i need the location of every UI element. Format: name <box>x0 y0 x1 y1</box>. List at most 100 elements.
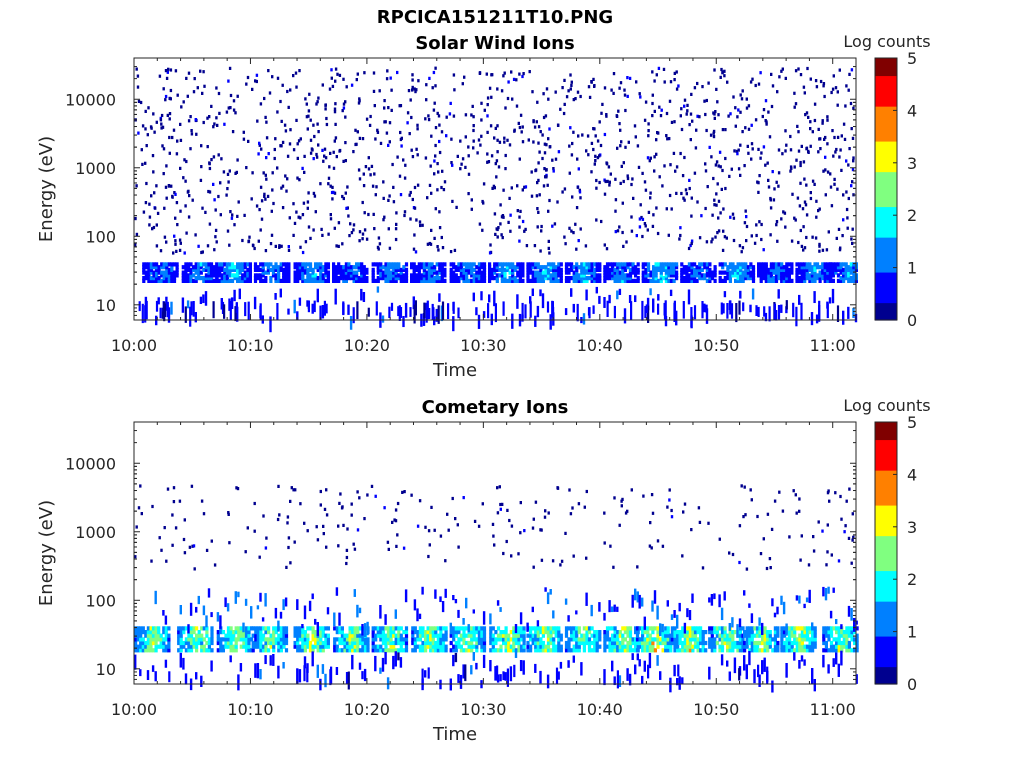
heatmap-cell <box>314 273 318 278</box>
heatmap-cell <box>204 265 208 270</box>
heatmap-cell <box>498 262 502 267</box>
heatmap-cell <box>195 648 199 653</box>
heatmap-cell <box>519 660 523 672</box>
heatmap-cell <box>536 276 540 281</box>
heatmap-cell <box>449 250 453 254</box>
heatmap-cell <box>559 262 563 267</box>
heatmap-cell <box>303 267 307 272</box>
heatmap-cell <box>144 640 148 646</box>
heatmap-cell <box>200 648 204 653</box>
heatmap-cell <box>357 168 361 172</box>
heatmap-cell <box>659 265 663 270</box>
heatmap-cell <box>509 644 513 649</box>
heatmap-cell <box>386 648 391 653</box>
heatmap-cell <box>155 244 159 248</box>
heatmap-cell <box>844 104 847 108</box>
heatmap-cell <box>449 262 453 267</box>
heatmap-cell <box>351 644 355 649</box>
heatmap-cell <box>333 110 337 114</box>
heatmap-cell <box>361 137 365 141</box>
heatmap-cell <box>438 278 442 283</box>
heatmap-cell <box>772 198 776 202</box>
heatmap-cell <box>784 225 787 229</box>
heatmap-cell <box>210 539 213 543</box>
heatmap-cell <box>254 79 257 83</box>
heatmap-cell <box>314 644 318 649</box>
heatmap-cell <box>613 633 617 638</box>
heatmap-cell <box>420 262 424 267</box>
heatmap-cell <box>394 519 398 523</box>
heatmap-cell <box>301 644 305 649</box>
heatmap-cell <box>847 536 851 540</box>
colorbar-segment <box>875 175 897 181</box>
heatmap-cell <box>606 300 609 317</box>
heatmap-cell <box>504 644 508 649</box>
heatmap-cell <box>388 140 391 144</box>
heatmap-cell <box>744 273 748 278</box>
heatmap-cell <box>585 289 588 301</box>
heatmap-cell <box>516 209 519 213</box>
heatmap-cell <box>641 633 645 638</box>
heatmap-cell <box>504 633 508 638</box>
heatmap-cell <box>730 167 733 171</box>
heatmap-cell <box>630 488 633 492</box>
heatmap-cell <box>430 273 434 278</box>
colorbar-segment <box>875 276 897 282</box>
heatmap-cell <box>313 300 316 313</box>
heatmap-cell <box>817 520 820 524</box>
heatmap-cell <box>800 262 804 267</box>
heatmap-cell <box>321 148 324 152</box>
heatmap-cell <box>207 276 211 281</box>
heatmap-cell <box>818 265 822 270</box>
heatmap-cell <box>311 644 315 649</box>
heatmap-cell <box>620 499 623 503</box>
heatmap-cell <box>757 306 760 317</box>
heatmap-cell <box>332 278 336 283</box>
heatmap-cell <box>182 537 186 542</box>
x-tick-label: 11:00 <box>810 336 856 355</box>
heatmap-cell <box>813 182 816 186</box>
heatmap-cell <box>577 167 580 171</box>
heatmap-cell <box>784 129 787 133</box>
heatmap-cell <box>559 644 563 649</box>
heatmap-cell <box>459 267 463 272</box>
heatmap-cell <box>575 273 579 278</box>
heatmap-cell <box>659 671 662 680</box>
heatmap-cell <box>348 637 352 642</box>
heatmap-cell <box>234 171 237 175</box>
heatmap-cell <box>347 214 350 218</box>
heatmap-cell <box>376 626 380 631</box>
heatmap-cell <box>452 648 456 653</box>
heatmap-cell <box>743 164 746 168</box>
heatmap-cell <box>621 267 625 272</box>
heatmap-cell <box>768 135 772 139</box>
heatmap-cell <box>496 637 501 642</box>
heatmap-cell <box>648 648 652 653</box>
heatmap-cell <box>284 637 289 642</box>
heatmap-cell <box>749 304 752 313</box>
heatmap-cell <box>261 626 266 631</box>
heatmap-cell <box>656 231 660 236</box>
heatmap-cell <box>334 102 337 106</box>
x-tick-label: 10:50 <box>693 336 739 355</box>
heatmap-cell <box>722 303 725 314</box>
heatmap-cell <box>223 122 226 126</box>
heatmap-cell <box>454 276 458 281</box>
heatmap-cell <box>228 298 231 311</box>
heatmap-cell <box>394 276 398 281</box>
heatmap-cell <box>347 304 350 315</box>
heatmap-cell <box>376 265 380 270</box>
heatmap-cell <box>213 198 216 202</box>
heatmap-cell <box>621 626 625 631</box>
heatmap-cell <box>623 88 626 92</box>
heatmap-cell <box>797 240 800 245</box>
heatmap-cell <box>160 113 164 118</box>
heatmap-cell <box>233 223 236 227</box>
heatmap-cell <box>739 93 742 97</box>
heatmap-cell <box>392 644 396 649</box>
heatmap-cell <box>209 265 214 270</box>
heatmap-cell <box>762 276 766 281</box>
heatmap-cell <box>698 262 702 267</box>
heatmap-cell <box>526 265 530 270</box>
heatmap-cell <box>412 278 416 283</box>
